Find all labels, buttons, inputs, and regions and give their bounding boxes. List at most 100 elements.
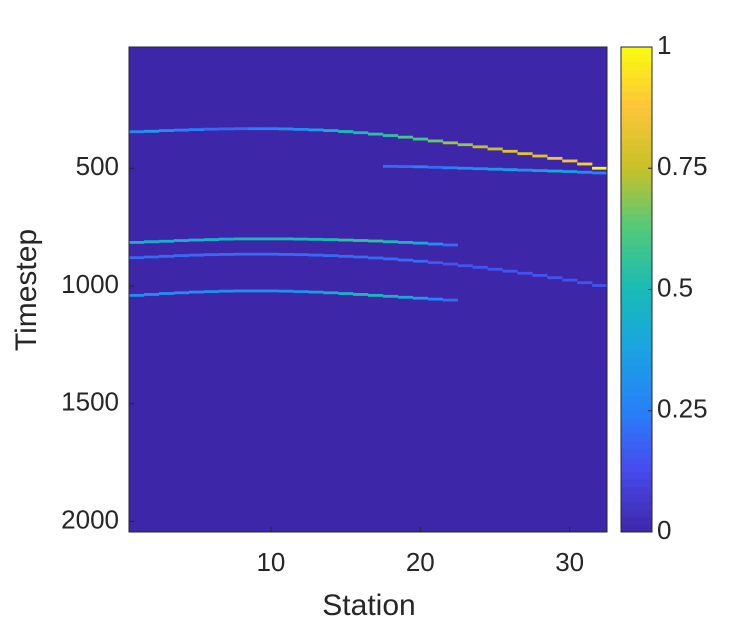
colorbar-step — [621, 319, 652, 328]
colorbar-step — [621, 403, 652, 412]
heat-cell — [442, 298, 458, 302]
heat-cell — [218, 127, 234, 131]
heat-cell — [233, 127, 249, 131]
colorbar-step — [621, 456, 652, 465]
heat-cell — [457, 166, 473, 170]
x-tick-label: 20 — [406, 547, 435, 577]
heat-cell — [293, 253, 309, 257]
heat-cell — [472, 167, 488, 171]
x-tick-label: 30 — [555, 547, 584, 577]
colorbar-step — [621, 297, 652, 306]
heat-cell — [218, 237, 234, 241]
heat-cell — [532, 169, 548, 173]
heat-cell — [173, 239, 190, 242]
heat-cell — [323, 291, 339, 295]
colorbar-step — [621, 342, 652, 351]
heat-cell — [427, 242, 443, 246]
heat-cell — [158, 239, 175, 243]
heat-cell — [278, 127, 294, 131]
heat-cell — [158, 129, 175, 132]
colorbar-step — [621, 100, 652, 109]
colorbar-step — [621, 410, 652, 419]
heat-cell — [397, 295, 414, 299]
heat-cell — [173, 291, 190, 295]
heat-cell — [129, 293, 145, 297]
heat-cell — [502, 149, 518, 153]
heat-cell — [233, 252, 249, 256]
colorbar-step — [621, 471, 652, 480]
colorbar-step — [621, 312, 652, 321]
colorbar-step — [621, 289, 652, 298]
heat-cell — [218, 289, 234, 293]
heat-cell — [457, 143, 473, 147]
colorbar-step — [621, 137, 652, 147]
heat-cell — [562, 278, 578, 282]
colorbar-step — [621, 92, 652, 101]
colorbar-step — [621, 77, 652, 86]
colorbar-step — [621, 281, 652, 290]
heat-cell — [532, 154, 548, 158]
heat-cell — [188, 290, 204, 294]
heat-cell — [517, 271, 533, 275]
colorbar-step — [621, 380, 652, 389]
heat-cell — [457, 264, 473, 268]
colorbar-tick-label: 0.75 — [657, 151, 708, 181]
heat-cell — [547, 169, 563, 173]
y-tick-label: 1500 — [61, 387, 119, 417]
heat-cell — [338, 130, 354, 133]
colorbar-step — [621, 84, 652, 93]
colorbar-step — [621, 107, 652, 116]
heat-cell — [323, 238, 339, 241]
colorbar-tick-label: 0.5 — [657, 272, 693, 302]
heat-cell — [158, 292, 175, 295]
heat-cell — [442, 243, 458, 247]
heat-cell — [442, 141, 458, 145]
heat-cell — [592, 284, 608, 287]
heat-cell — [188, 238, 204, 242]
heat-cell — [293, 290, 309, 294]
heat-cell — [143, 129, 160, 133]
colorbar-step — [621, 145, 652, 154]
heat-cell — [338, 254, 354, 258]
heat-cell — [353, 239, 369, 242]
heat-cell — [472, 265, 488, 269]
heat-cell — [203, 127, 219, 131]
colorbar-step — [621, 395, 652, 404]
heat-cell — [188, 128, 204, 132]
colorbar-step — [621, 365, 652, 374]
heat-cell — [442, 166, 458, 170]
heat-cell — [412, 137, 429, 141]
heat-cell — [293, 127, 309, 131]
colorbar-step — [621, 62, 652, 71]
colorbar-step — [621, 244, 652, 253]
colorbar-step — [621, 433, 652, 442]
colorbar-step — [621, 334, 652, 344]
heat-cell — [547, 276, 563, 280]
colorbar-step — [621, 350, 652, 359]
heat-cell — [278, 237, 294, 241]
colorbar-step — [621, 168, 652, 177]
heat-cell — [382, 294, 399, 298]
y-axis-label: Timestep — [10, 229, 43, 351]
colorbar-step — [621, 47, 652, 56]
heat-cell — [233, 289, 249, 293]
heat-cell — [562, 159, 578, 163]
heat-cell — [308, 128, 324, 132]
heat-cell — [129, 256, 145, 260]
heat-cell — [203, 290, 219, 294]
heat-cell — [412, 165, 429, 169]
colorbar-step — [621, 266, 652, 275]
heat-cell — [218, 253, 234, 256]
colorbar-step — [621, 274, 652, 283]
heat-cell — [353, 255, 369, 259]
heat-cell — [562, 170, 578, 173]
heat-cell — [427, 139, 443, 143]
colorbar-step — [621, 486, 652, 495]
colorbar-step — [621, 236, 652, 245]
heat-cell — [382, 257, 399, 261]
heat-cell — [502, 168, 518, 172]
heat-cell — [143, 293, 160, 296]
heat-cell — [592, 171, 608, 175]
x-tick-label: 10 — [256, 547, 285, 577]
